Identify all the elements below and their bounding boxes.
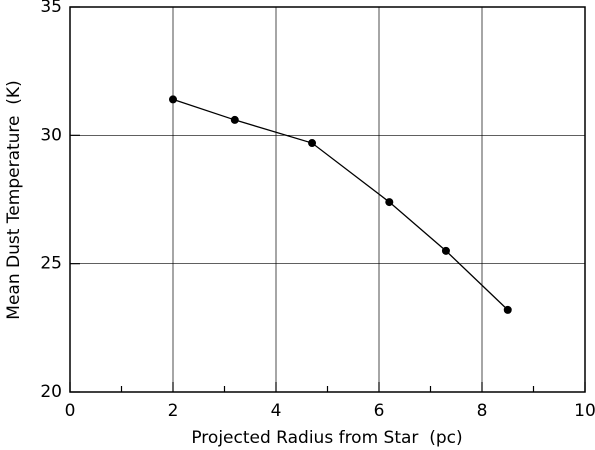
- data-point: [230, 115, 239, 124]
- x-tick-label: 2: [168, 401, 179, 421]
- data-point: [441, 246, 450, 255]
- x-axis-label: Projected Radius from Star (pc): [191, 428, 462, 448]
- data-point: [308, 139, 317, 148]
- data-point: [385, 198, 394, 207]
- data-point: [169, 95, 177, 104]
- data-line: [172, 98, 509, 311]
- y-tick-label: 30: [40, 125, 62, 145]
- plot-frame: [69, 6, 586, 393]
- x-tick-label: 6: [374, 401, 385, 421]
- y-tick-label: 20: [40, 382, 62, 402]
- x-tick-label: 0: [65, 401, 76, 421]
- y-axis-label: Mean Dust Temperature (K): [4, 80, 24, 319]
- y-tick-label: 25: [40, 254, 62, 274]
- x-tick-label: 4: [271, 401, 282, 421]
- y-tick-label: 35: [40, 0, 62, 17]
- data-point: [503, 305, 512, 314]
- x-tick-label: 8: [477, 401, 488, 421]
- x-tick-label: 10: [574, 401, 595, 421]
